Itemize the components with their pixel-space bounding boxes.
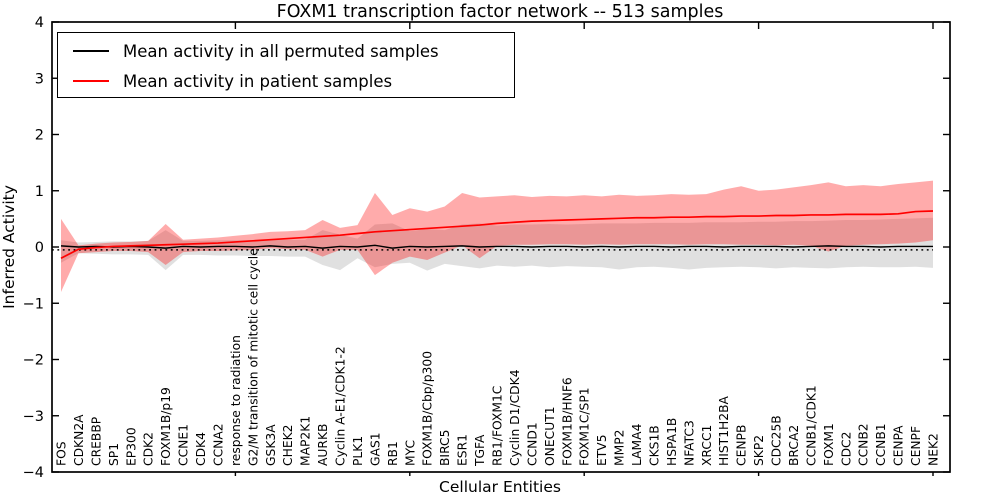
y-tick-label: 2 bbox=[35, 128, 44, 144]
x-tick-label: ONECUT1 bbox=[543, 406, 557, 466]
x-tick-label: SKP2 bbox=[752, 435, 766, 466]
x-tick-label: CHEK2 bbox=[281, 425, 295, 467]
patient-mean-line bbox=[60, 210, 934, 260]
x-tick-label: GAS1 bbox=[368, 432, 382, 466]
x-tick-label: CDK2 bbox=[142, 432, 156, 466]
legend-item-permuted: Mean activity in all permuted samples bbox=[58, 36, 514, 66]
x-tick-label: XRCC1 bbox=[700, 425, 714, 466]
y-tick-label: 1 bbox=[35, 184, 44, 200]
x-tick-label: GSK3A bbox=[264, 424, 278, 466]
x-tick-label: ESR1 bbox=[456, 434, 470, 466]
x-tick-label: FOXM1 bbox=[822, 423, 836, 466]
y-tick-label: 4 bbox=[35, 15, 44, 31]
x-tick-label: MAP2K1 bbox=[299, 416, 313, 466]
permuted-mean-line bbox=[60, 244, 933, 249]
x-tick-label: RB1 bbox=[386, 441, 400, 466]
y-tick-label: 0 bbox=[35, 240, 44, 256]
x-tick-label: CDC25B bbox=[770, 415, 784, 466]
y-axis-title: Inferred Activity bbox=[0, 185, 18, 309]
permuted-band bbox=[61, 217, 933, 271]
x-tick-label: CCNE1 bbox=[177, 424, 191, 466]
legend-box: Mean activity in all permuted samples Me… bbox=[57, 32, 515, 98]
x-axis-title: Cellular Entities bbox=[439, 478, 561, 496]
y-tick-label: −4 bbox=[23, 465, 44, 481]
patient-line-sample bbox=[73, 80, 109, 82]
x-tick-label: FOS bbox=[55, 441, 69, 466]
x-tick-label: NFATC3 bbox=[682, 420, 696, 466]
x-tick-label: CKS1B bbox=[647, 425, 661, 466]
plot-content: 4 3 2 1 0 −1 −2 −3 −4 FOS CDKN2A CREBBP SP1 EP300 CDK2… bbox=[23, 15, 951, 481]
x-tick-label: CENPB bbox=[735, 425, 749, 466]
x-tick-label: HIST1H2BA bbox=[717, 395, 731, 466]
x-tick-label: FOXM1C/SP1 bbox=[578, 387, 592, 466]
x-tick-label: ETV5 bbox=[595, 434, 609, 466]
x-tick-label: Cyclin D1/CDK4 bbox=[508, 369, 522, 466]
y-tick-label: −2 bbox=[23, 353, 44, 369]
y-tick-label: −1 bbox=[23, 296, 44, 312]
legend-item-patient: Mean activity in patient samples bbox=[58, 66, 514, 96]
y-tick-label: −3 bbox=[23, 409, 44, 425]
x-tick-label: BIRC5 bbox=[438, 430, 452, 466]
x-tick-label: BRCA2 bbox=[787, 425, 801, 466]
x-tick-label: CDKN2A bbox=[72, 414, 86, 466]
x-tick-label: Cyclin A-E1/CDK1-2 bbox=[334, 346, 348, 466]
x-tick-label: CREBBP bbox=[89, 417, 103, 466]
x-tick-label: EP300 bbox=[124, 427, 138, 466]
legend-label-patient: Mean activity in patient samples bbox=[123, 71, 393, 91]
x-tick-label: PLK1 bbox=[351, 436, 365, 466]
x-tick-label: CCNB1 bbox=[874, 423, 888, 466]
x-tick-label: CCND1 bbox=[525, 422, 539, 466]
x-tick-label: CCNB1/CDK1 bbox=[804, 385, 818, 466]
chart-title: FOXM1 transcription factor network -- 51… bbox=[277, 2, 724, 22]
x-tick-label: FOXM1B/HNF6 bbox=[560, 377, 574, 466]
x-tick-label: RB1/FOXM1C bbox=[491, 386, 505, 466]
x-tick-label: CDC2 bbox=[839, 432, 853, 466]
legend-label-permuted: Mean activity in all permuted samples bbox=[123, 41, 439, 61]
patient-band bbox=[61, 180, 933, 292]
x-tick-label: HSPA1B bbox=[665, 418, 679, 466]
x-tick-label: NEK2 bbox=[927, 433, 941, 466]
x-tick-label: G2/M transition of mitotic cell cycle bbox=[246, 248, 260, 466]
x-tick-label: response to radiation bbox=[229, 335, 243, 466]
x-tick-label: AURKB bbox=[316, 424, 330, 466]
x-tick-label: CCNB2 bbox=[857, 423, 871, 466]
y-tick-label: 3 bbox=[35, 71, 44, 87]
x-tick-label: CCNA2 bbox=[211, 423, 225, 466]
x-tick-label: MYC bbox=[403, 440, 417, 466]
x-tick-label: FOXM1B/p19 bbox=[159, 387, 173, 466]
x-tick-label: MMP2 bbox=[613, 430, 627, 466]
x-tick-label: CDK4 bbox=[194, 432, 208, 466]
x-tick-label: FOXM1B/Cbp/p300 bbox=[421, 351, 435, 466]
x-tick-label: TGFA bbox=[473, 434, 487, 467]
x-tick-label: CENPF bbox=[909, 426, 923, 466]
x-tick-label: CENPA bbox=[892, 425, 906, 466]
permuted-line-sample bbox=[73, 50, 109, 52]
x-tick-label: SP1 bbox=[107, 443, 121, 466]
x-tick-label: LAMA4 bbox=[630, 423, 644, 466]
